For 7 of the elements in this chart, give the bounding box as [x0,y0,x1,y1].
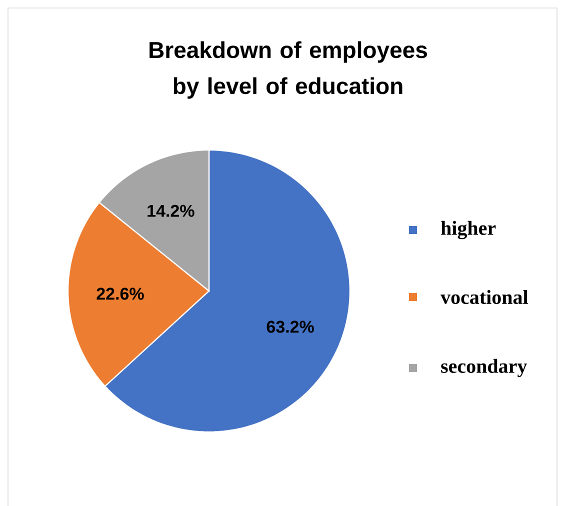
legend-label: secondary [441,358,527,378]
chart-title: Breakdown of employees by level of education [150,41,427,99]
data-label: 63.2% [266,320,314,333]
legend-label: vocational [440,290,528,304]
legend-label: higher [441,220,496,240]
data-label: 22.6% [96,288,144,300]
data-label: 14.2% [148,204,194,217]
